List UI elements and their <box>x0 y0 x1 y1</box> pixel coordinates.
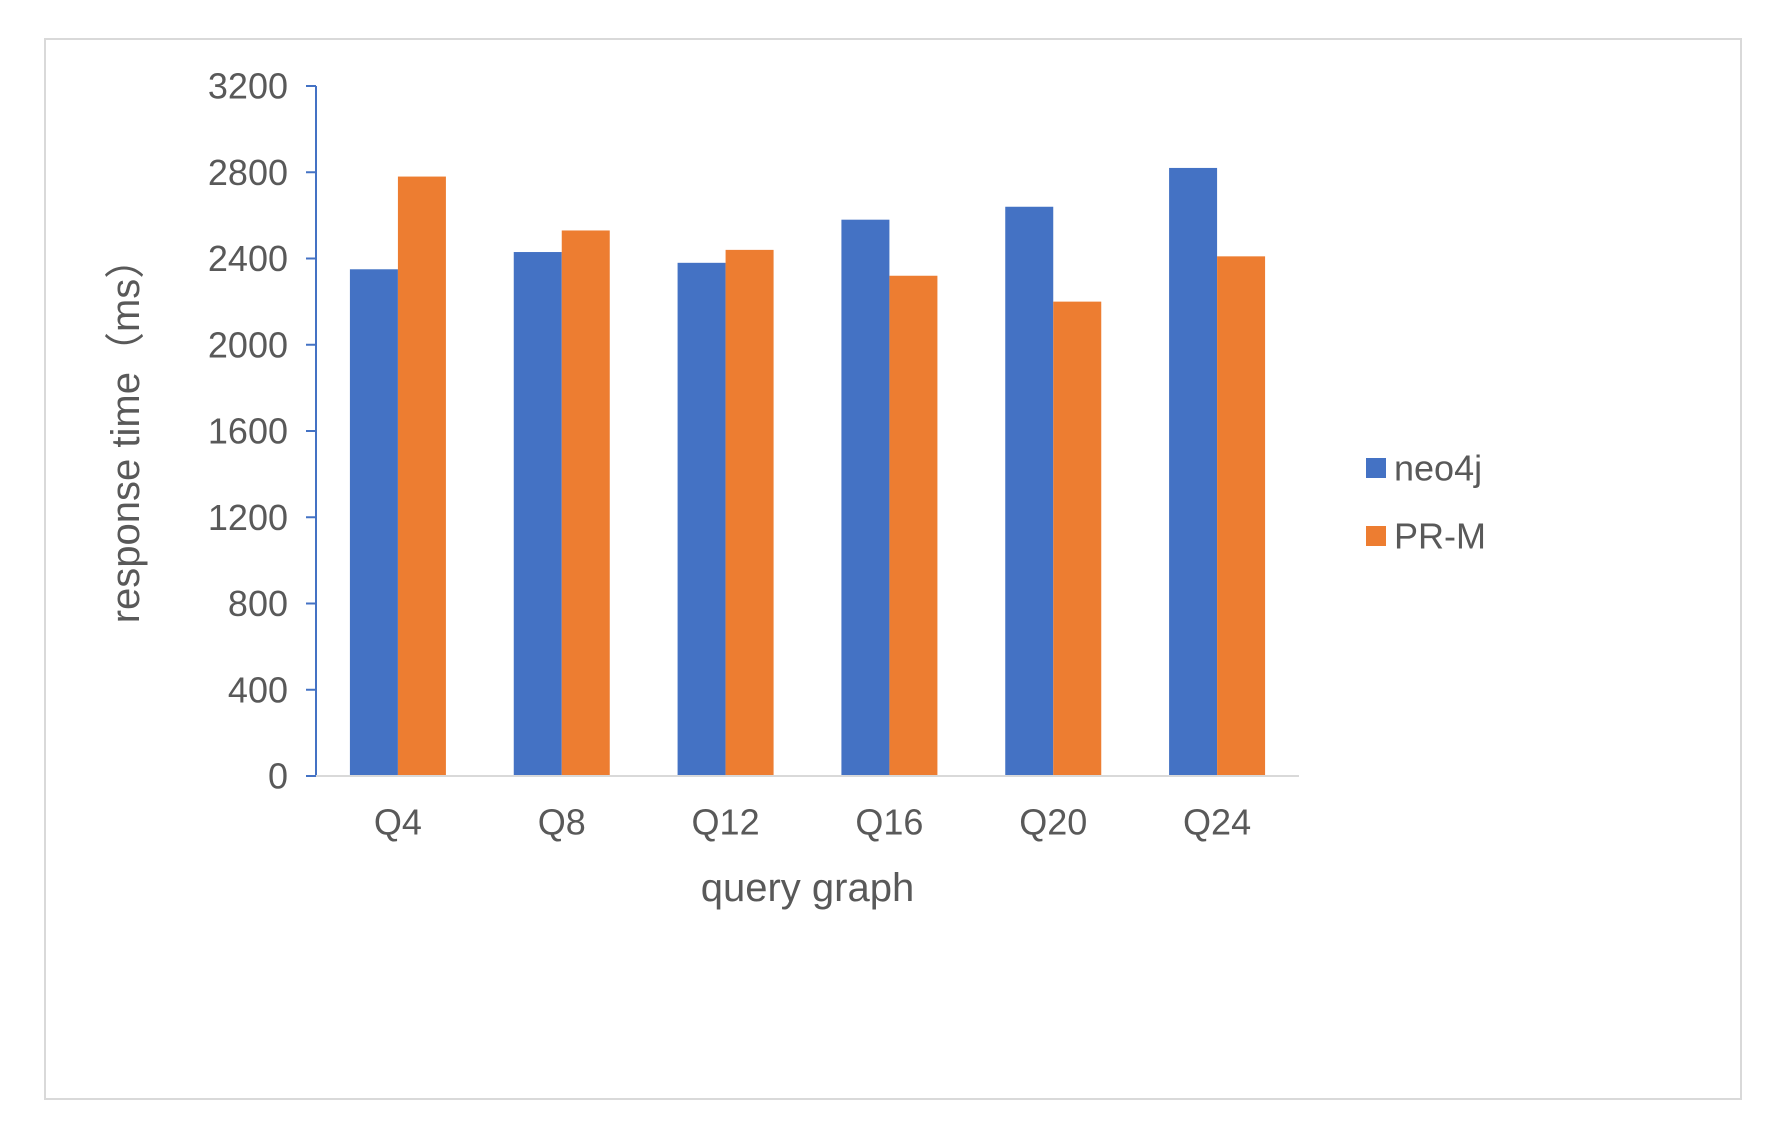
y-tick-label: 2800 <box>208 152 288 193</box>
y-axis-title: response time（ms） <box>104 239 148 624</box>
bar-neo4j-q24 <box>1169 167 1218 776</box>
y-tick-label: 800 <box>228 583 288 624</box>
x-axis-title: query graph <box>701 866 914 910</box>
bar-neo4j-q4 <box>349 269 398 776</box>
bar-pr-m-q12 <box>725 249 774 776</box>
x-tick-label: Q8 <box>538 802 586 843</box>
bars <box>349 167 1266 776</box>
x-tick-label: Q20 <box>1019 802 1087 843</box>
x-tick-label: Q12 <box>692 802 760 843</box>
legend-swatch <box>1366 458 1386 478</box>
y-tick-label: 400 <box>228 669 288 710</box>
bar-neo4j-q20 <box>1005 206 1054 776</box>
legend-label: PR-M <box>1394 516 1486 557</box>
y-axis-ticks: 0 400 800 1200 1600 2000 2400 2800 3200 <box>208 66 316 797</box>
y-tick-label: 1600 <box>208 411 288 452</box>
bar-pr-m-q4 <box>397 176 446 776</box>
legend-item: neo4j <box>1366 448 1482 489</box>
x-tick-label: Q4 <box>374 802 422 843</box>
x-tick-label: Q16 <box>855 802 923 843</box>
bar-neo4j-q16 <box>841 219 890 776</box>
bar-pr-m-q8 <box>561 230 610 776</box>
bar-neo4j-q8 <box>513 252 562 776</box>
legend-label: neo4j <box>1394 448 1482 489</box>
x-tick-label: Q24 <box>1183 802 1251 843</box>
legend-swatch <box>1366 526 1386 546</box>
y-tick-label: 2000 <box>208 324 288 365</box>
legend-item: PR-M <box>1366 516 1486 557</box>
bar-pr-m-q24 <box>1217 256 1266 776</box>
x-axis-ticks: Q4 Q8 Q12 Q16 Q20 Q24 <box>374 802 1251 843</box>
chart-frame: 0 400 800 1200 1600 2000 2400 2800 3200 Q4 Q8 Q12 Q… <box>44 38 1742 1100</box>
y-tick-label: 2400 <box>208 238 288 279</box>
y-tick-label: 3200 <box>208 66 288 107</box>
y-tick-label: 0 <box>268 756 288 797</box>
y-tick-label: 1200 <box>208 497 288 538</box>
bar-neo4j-q12 <box>677 262 726 776</box>
bar-pr-m-q16 <box>889 275 938 776</box>
legend: neo4j PR-M <box>1366 448 1486 557</box>
bar-pr-m-q20 <box>1053 301 1102 776</box>
